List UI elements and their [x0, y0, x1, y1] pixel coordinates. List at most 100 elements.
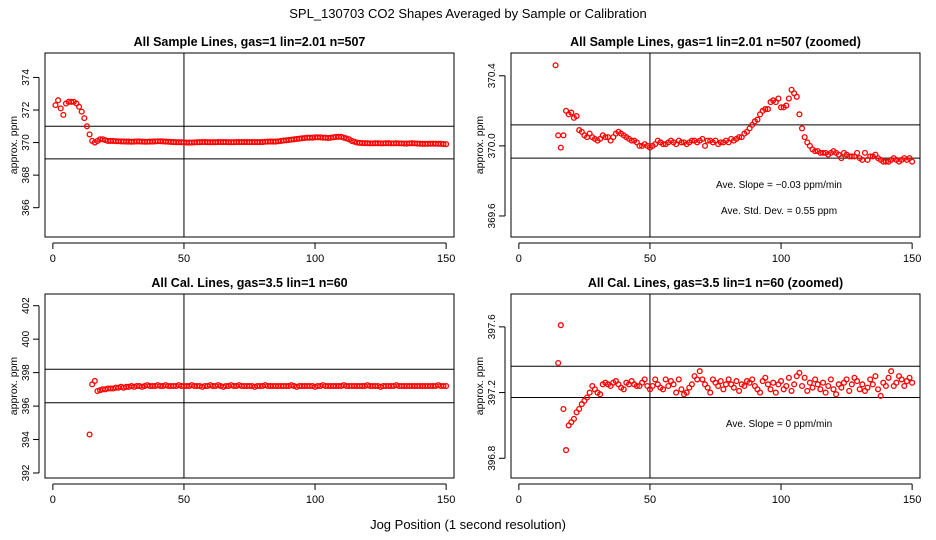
- data-point: [707, 389, 714, 396]
- data-point: [801, 374, 808, 381]
- data-point: [138, 383, 146, 390]
- data-point: [741, 382, 748, 390]
- y-tick-label: 402: [21, 297, 32, 314]
- data-point: [715, 382, 722, 390]
- data-point: [214, 382, 222, 389]
- y-tick-label: 400: [21, 330, 32, 347]
- chart-annotation: Ave. Slope = 0 ppm/min: [726, 419, 832, 430]
- data-point: [573, 113, 580, 120]
- data-point: [660, 141, 667, 148]
- data-point: [696, 368, 703, 375]
- data-point: [812, 376, 819, 383]
- x-tick-label: 100: [772, 253, 790, 265]
- plot-frame: [510, 52, 921, 238]
- x-tick-label: 50: [644, 253, 656, 265]
- data-point: [846, 387, 853, 394]
- data-point: [785, 374, 792, 381]
- y-tick-label: 370.4: [487, 63, 498, 88]
- data-point: [764, 381, 771, 388]
- data-point: [819, 379, 827, 386]
- data-point: [343, 135, 350, 142]
- data-point: [767, 386, 774, 393]
- data-point: [819, 149, 827, 156]
- data-point: [801, 134, 808, 141]
- y-tick-label: 372: [21, 101, 32, 118]
- data-point: [649, 382, 656, 390]
- data-point: [827, 376, 834, 383]
- data-point: [665, 382, 672, 390]
- x-tick-label: 150: [437, 494, 455, 506]
- data-point: [583, 394, 591, 401]
- data-point: [717, 378, 724, 385]
- data-point: [909, 379, 916, 386]
- data-point: [872, 373, 879, 380]
- data-point: [440, 382, 447, 390]
- data-point: [340, 134, 347, 141]
- data-point: [68, 98, 75, 105]
- data-point: [882, 158, 889, 165]
- data-point: [893, 379, 900, 386]
- data-point: [796, 369, 803, 376]
- y-axis-label: approx. ppm: [474, 357, 486, 416]
- data-point: [443, 141, 450, 148]
- data-point: [701, 142, 709, 149]
- data-point: [885, 374, 892, 381]
- data-point: [785, 95, 792, 102]
- chart-panel-4: All Cal. Lines, gas=3.5 lin=1 n=60 (zoom…: [474, 276, 921, 506]
- data-point: [783, 102, 790, 109]
- data-point: [757, 389, 764, 396]
- data-point: [798, 125, 806, 132]
- data-point: [814, 381, 821, 388]
- plot-frame: [510, 293, 921, 479]
- x-tick-label: 100: [772, 494, 790, 506]
- x-tick-label: 150: [903, 494, 921, 506]
- chart-panel-2: All Sample Lines, gas=1 lin=2.01 n=507 (…: [474, 35, 921, 265]
- data-point: [348, 137, 355, 144]
- data-point: [688, 137, 695, 144]
- data-point: [288, 382, 295, 389]
- data-point: [641, 376, 648, 383]
- chart-title: All Sample Lines, gas=1 lin=2.01 n=507 (…: [570, 35, 861, 49]
- data-point: [859, 381, 866, 388]
- data-point: [793, 93, 800, 100]
- y-tick-label: 396: [21, 397, 32, 414]
- data-point: [60, 111, 67, 118]
- plot-frame: [44, 52, 455, 238]
- data-point: [670, 381, 677, 388]
- data-point: [888, 368, 895, 375]
- y-axis-label: approx. ppm: [8, 357, 20, 416]
- data-point: [901, 382, 908, 390]
- data-point: [722, 381, 730, 388]
- data-point: [76, 103, 83, 110]
- y-axis-label: approx. ppm: [8, 116, 20, 175]
- x-tick-label: 150: [903, 253, 921, 265]
- data-point: [838, 155, 845, 162]
- data-point: [764, 106, 771, 113]
- chart-title: All Sample Lines, gas=1 lin=2.01 n=507: [134, 35, 366, 49]
- data-point: [762, 106, 769, 113]
- plot-frame: [44, 293, 455, 479]
- chart-panel-3: All Cal. Lines, gas=3.5 lin=1 n=60 0 50 100…: [8, 276, 455, 506]
- x-tick-label: 0: [50, 494, 56, 506]
- data-point: [812, 148, 819, 155]
- data-point: [825, 382, 832, 390]
- data-point: [440, 140, 447, 148]
- data-point: [770, 379, 777, 386]
- y-tick-label: 397.2: [487, 380, 498, 405]
- data-point: [796, 111, 803, 118]
- data-point: [86, 131, 93, 138]
- data-point: [94, 387, 101, 395]
- x-tick-label: 150: [437, 253, 455, 265]
- data-point: [570, 415, 577, 422]
- data-point: [830, 386, 837, 393]
- data-point: [560, 405, 567, 413]
- y-tick-label: 366: [21, 199, 32, 216]
- data-point: [877, 392, 884, 399]
- data-point: [55, 97, 62, 104]
- y-tick-label: 368: [21, 166, 32, 183]
- y-tick-label: 394: [21, 431, 32, 448]
- data-point: [81, 115, 88, 122]
- data-point: [775, 95, 782, 102]
- y-axis-label: approx. ppm: [474, 116, 486, 175]
